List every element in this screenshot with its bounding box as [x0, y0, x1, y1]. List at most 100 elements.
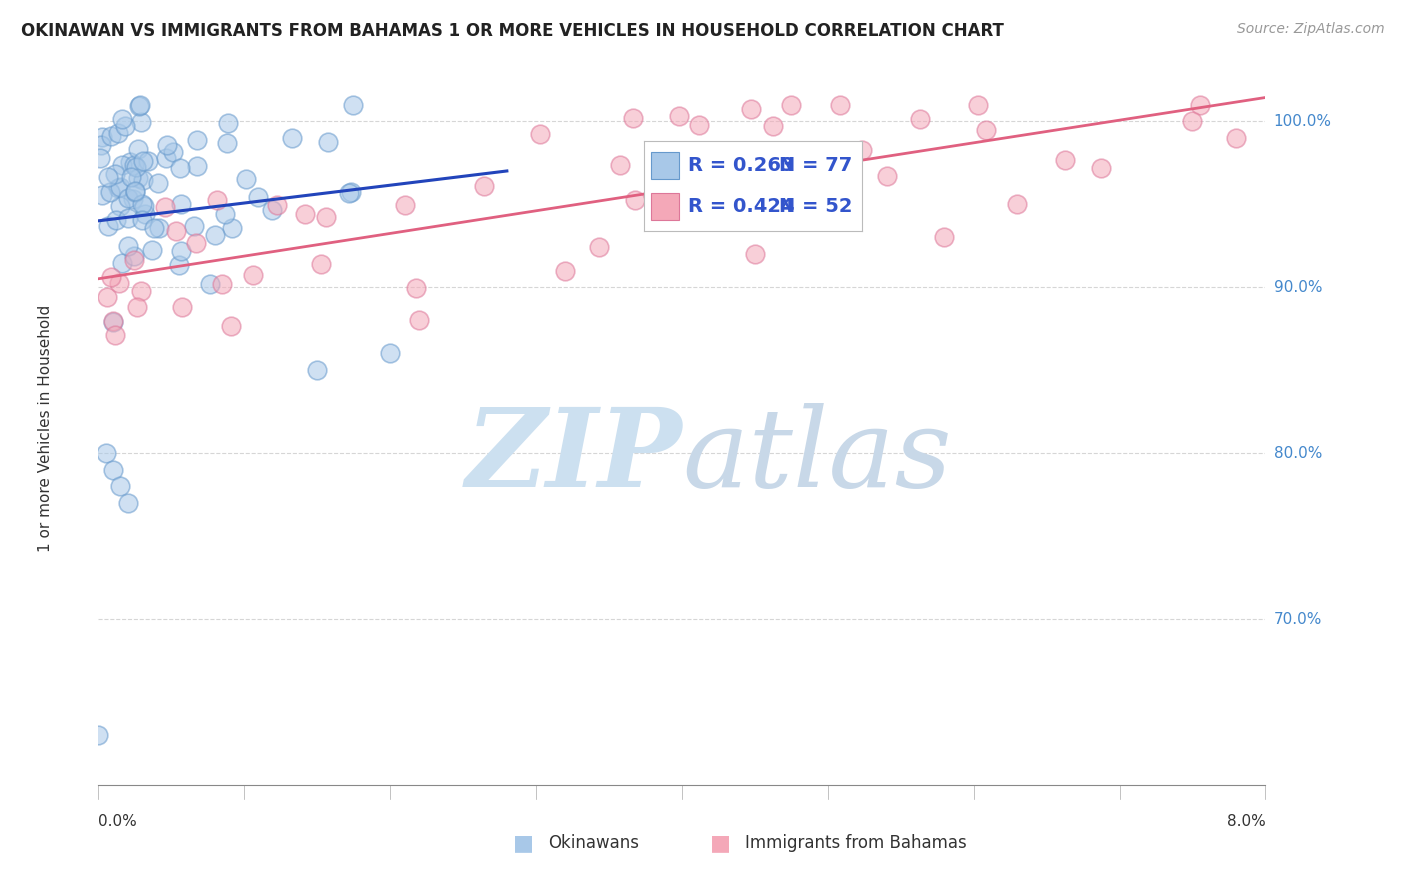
- Text: 8.0%: 8.0%: [1226, 814, 1265, 829]
- Point: [131, 153, 153, 168]
- Point: [96, 290, 118, 304]
- Point: [117, 191, 139, 205]
- Point: [105, 212, 128, 227]
- Point: [315, 210, 337, 224]
- Point: [214, 207, 236, 221]
- Point: [242, 268, 264, 283]
- Point: [186, 159, 208, 173]
- Point: [609, 158, 631, 172]
- Point: [111, 112, 134, 127]
- Point: [165, 224, 187, 238]
- Point: [107, 127, 129, 141]
- Point: [114, 120, 136, 134]
- Point: [97, 170, 120, 185]
- Point: [110, 180, 132, 194]
- Point: [90, 138, 112, 153]
- Point: [131, 212, 153, 227]
- Point: [235, 172, 257, 186]
- Text: 90.0%: 90.0%: [1274, 279, 1322, 294]
- Point: [215, 136, 238, 151]
- Point: [711, 182, 734, 196]
- Point: [117, 496, 139, 510]
- Point: [89, 151, 111, 165]
- Point: [90, 130, 112, 145]
- Point: [122, 249, 145, 263]
- Point: [380, 346, 402, 360]
- Point: [162, 145, 184, 159]
- Text: ■: ■: [710, 833, 731, 853]
- Point: [110, 479, 132, 493]
- Point: [129, 284, 152, 298]
- Point: [405, 280, 427, 294]
- Point: [97, 219, 120, 233]
- Point: [474, 179, 496, 194]
- Point: [100, 129, 122, 144]
- Text: atlas: atlas: [682, 403, 952, 510]
- Point: [394, 198, 416, 212]
- Point: [773, 206, 796, 220]
- Point: [131, 196, 153, 211]
- Point: [117, 239, 139, 253]
- Text: N = 77: N = 77: [779, 156, 852, 175]
- Point: [127, 300, 149, 314]
- Point: [110, 199, 132, 213]
- Point: [111, 256, 134, 270]
- Point: [169, 258, 191, 272]
- Point: [266, 198, 288, 212]
- Point: [117, 211, 139, 226]
- Point: [103, 315, 125, 329]
- Point: [127, 143, 149, 157]
- Text: 1 or more Vehicles in Household: 1 or more Vehicles in Household: [38, 304, 53, 552]
- Point: [294, 207, 316, 221]
- Point: [780, 97, 803, 112]
- Point: [408, 313, 430, 327]
- Point: [169, 161, 191, 175]
- Point: [967, 97, 990, 112]
- Point: [156, 137, 179, 152]
- Point: [688, 118, 710, 132]
- Point: [111, 158, 134, 172]
- Point: [129, 115, 152, 129]
- Point: [828, 97, 851, 112]
- Point: [136, 153, 159, 168]
- Point: [127, 171, 149, 186]
- Point: [668, 109, 690, 123]
- Point: [934, 230, 956, 244]
- Point: [104, 328, 127, 343]
- Point: [186, 133, 208, 147]
- Point: [122, 158, 145, 172]
- Point: [851, 143, 873, 157]
- Point: [103, 313, 125, 327]
- Point: [205, 193, 228, 207]
- Text: ■: ■: [513, 833, 534, 853]
- Point: [621, 112, 644, 126]
- Point: [121, 192, 143, 206]
- Text: R = 0.424: R = 0.424: [688, 197, 794, 216]
- Point: [132, 199, 155, 213]
- Text: 0.0%: 0.0%: [98, 814, 138, 829]
- Text: ZIP: ZIP: [465, 403, 682, 510]
- Point: [124, 186, 146, 200]
- Point: [107, 181, 129, 195]
- Point: [122, 252, 145, 267]
- Point: [100, 269, 122, 284]
- Point: [280, 131, 302, 145]
- Point: [908, 112, 931, 127]
- Point: [90, 188, 112, 202]
- Point: [155, 200, 177, 214]
- Point: [148, 176, 170, 190]
- Point: [87, 728, 110, 742]
- Point: [974, 123, 997, 137]
- Point: [340, 185, 363, 199]
- Point: [219, 319, 242, 334]
- Point: [1181, 114, 1204, 128]
- Point: [1188, 97, 1211, 112]
- Point: [247, 190, 270, 204]
- Point: [554, 263, 576, 277]
- Point: [529, 127, 551, 141]
- Point: [260, 202, 283, 217]
- Point: [1225, 130, 1247, 145]
- Point: [342, 97, 364, 112]
- Text: OKINAWAN VS IMMIGRANTS FROM BAHAMAS 1 OR MORE VEHICLES IN HOUSEHOLD CORRELATION : OKINAWAN VS IMMIGRANTS FROM BAHAMAS 1 OR…: [21, 22, 1004, 40]
- Point: [101, 463, 124, 477]
